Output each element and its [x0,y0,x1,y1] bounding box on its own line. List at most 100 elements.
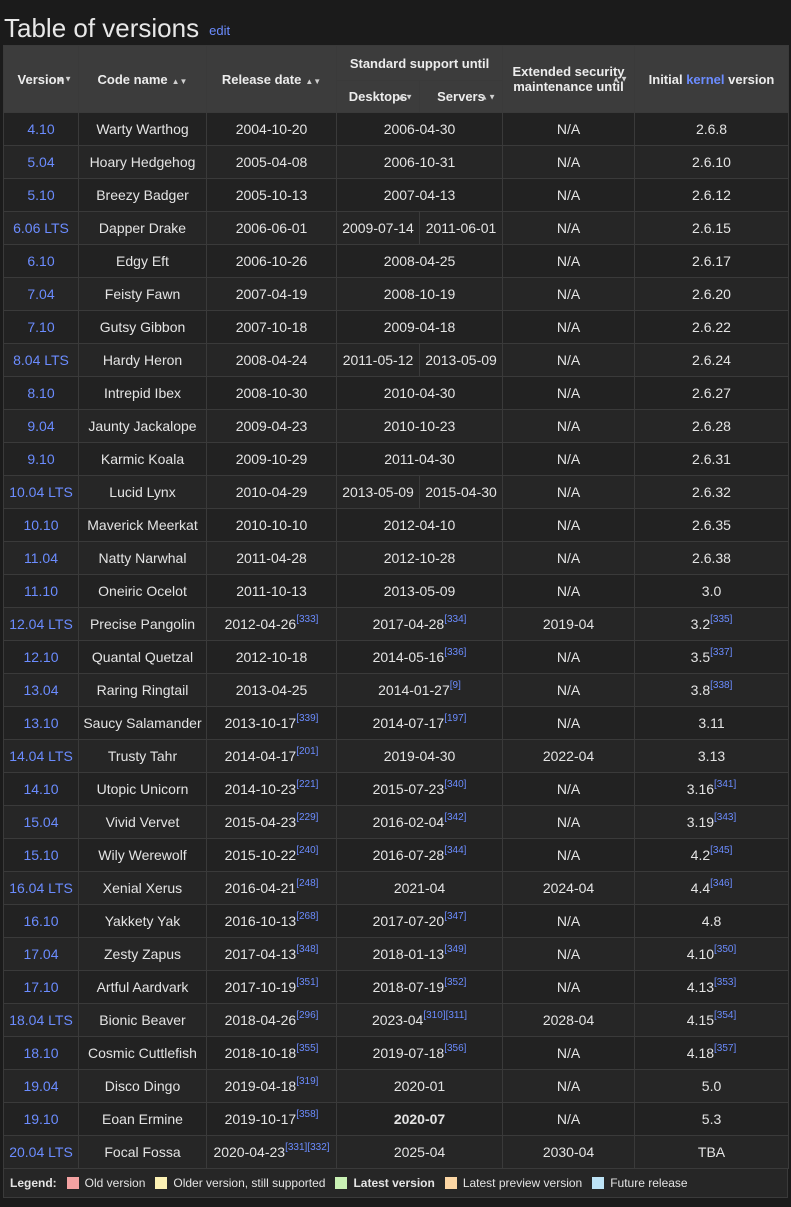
version-cell[interactable]: 6.10 [3,244,79,278]
version-cell[interactable]: 5.04 [3,145,79,179]
citation-link[interactable]: [229] [296,812,319,823]
citation-link[interactable]: [221] [296,779,319,790]
citation-link[interactable]: [347] [444,911,467,922]
esm-cell-text: 2022-04 [542,748,595,764]
citation-link[interactable]: [338] [710,680,733,691]
citation-link[interactable]: [334] [444,614,467,625]
version-cell[interactable]: 19.10 [3,1102,79,1136]
version-cell[interactable]: 16.04 LTS [3,871,79,905]
table-row: 14.10 Utopic Unicorn 2014-10-23[221] 2015-0… [3,772,790,806]
citation-link[interactable]: [356] [444,1043,467,1054]
citation-link[interactable]: [333] [296,614,319,625]
desktops-support-cell-text: 2011-05-12 [342,352,414,368]
version-cell[interactable]: 18.04 LTS [3,1003,79,1037]
citation-link[interactable]: [354] [714,1010,737,1021]
citation-link[interactable]: [296] [296,1010,319,1021]
citation-link[interactable]: [240] [296,845,319,856]
version-cell[interactable]: 6.06 LTS [3,211,79,245]
release-date-cell-text: 2010-10-10 [235,517,308,533]
citation-link[interactable]: [349] [444,944,467,955]
citation-link[interactable]: [310][311] [423,1010,468,1021]
release-date-cell-text: 2010-04-29 [235,484,308,500]
version-cell[interactable]: 17.10 [3,970,79,1004]
version-cell[interactable]: 13.10 [3,706,79,740]
citation-link[interactable]: [342] [444,812,467,823]
standard-support-cell-text: 2010-10-23 [383,418,456,434]
legend-swatch [444,1177,457,1189]
version-cell[interactable]: 10.04 LTS [3,475,79,509]
citation-link[interactable]: [343] [714,812,737,823]
version-cell[interactable]: 7.10 [3,310,79,344]
version-cell[interactable]: 14.04 LTS [3,739,79,773]
version-cell[interactable]: 8.04 LTS [3,343,79,377]
version-cell[interactable]: 10.10 [3,508,79,542]
citation-link[interactable]: [339] [296,713,319,724]
citation-link[interactable]: [331][332] [285,1142,330,1153]
citation-link[interactable]: [345] [710,845,733,856]
citation-link[interactable]: [350] [714,944,737,955]
esm-cell-text: N/A [556,682,581,698]
version-cell-text: 16.04 LTS [9,880,73,896]
header-release-date[interactable]: Release date ▲▼ [206,45,337,113]
version-cell[interactable]: 11.10 [3,574,79,608]
header-version[interactable]: Version ▲▼ [3,45,79,113]
edit-link[interactable]: edit [209,23,231,38]
version-cell[interactable]: 8.10 [3,376,79,410]
standard-support-cell: 2010-10-23 [335,409,504,443]
citation-link[interactable]: [346] [710,878,733,889]
version-cell[interactable]: 19.04 [3,1069,79,1103]
citation-link[interactable]: [357] [714,1043,737,1054]
citation-link[interactable]: [355] [296,1043,319,1054]
version-cell[interactable]: 15.10 [3,838,79,872]
citation-link[interactable]: [352] [444,977,467,988]
sort-arrows-icon: ▲▼ [480,92,497,101]
standard-support-cell-text: 2025-04 [393,1144,446,1160]
version-cell[interactable]: 20.04 LTS [3,1135,79,1169]
citation-link[interactable]: [344] [444,845,467,856]
header-codename-label: Code name [97,71,168,87]
codename-cell-text: Artful Aardvark [96,979,189,995]
standard-support-cell: 2018-07-19[352] [335,970,504,1004]
version-cell[interactable]: 7.04 [3,277,79,311]
version-cell[interactable]: 5.10 [3,178,79,212]
release-date-cell-text: 2008-04-24 [235,352,308,368]
citation-link[interactable]: [268] [296,911,319,922]
kernel-cell-text: 4.10 [686,946,715,962]
citation-link[interactable]: [337] [710,647,733,658]
citation-link[interactable]: [348] [296,944,319,955]
version-cell[interactable]: 9.04 [3,409,79,443]
citation-link[interactable]: [351] [296,977,319,988]
version-cell[interactable]: 17.04 [3,937,79,971]
citation-link[interactable]: [335] [710,614,733,625]
version-cell[interactable]: 4.10 [3,112,79,146]
version-cell[interactable]: 9.10 [3,442,79,476]
citation-link[interactable]: [201] [296,746,319,757]
esm-cell: 2024-04 [502,871,636,905]
version-cell[interactable]: 16.10 [3,904,79,938]
version-cell[interactable]: 12.04 LTS [3,607,79,641]
citation-link[interactable]: [336] [444,647,467,658]
standard-support-cell: 2008-04-25 [335,244,504,278]
citation-link[interactable]: [248] [296,878,319,889]
citation-link[interactable]: [197] [444,713,467,724]
version-cell[interactable]: 15.04 [3,805,79,839]
header-esm[interactable]: Extended security maintenance until ▲▼ [502,45,636,113]
header-servers[interactable]: Servers ▲▼ [418,80,504,113]
version-cell[interactable]: 12.10 [3,640,79,674]
header-kernel[interactable]: Initial kernel version [634,45,790,113]
release-date-cell-text: 2005-10-13 [235,187,308,203]
version-cell[interactable]: 11.04 [3,541,79,575]
version-cell[interactable]: 18.10 [3,1036,79,1070]
header-codename[interactable]: Code name ▲▼ [78,45,207,113]
version-cell[interactable]: 14.10 [3,772,79,806]
citation-link[interactable]: [358] [296,1109,319,1120]
citation-link[interactable]: [341] [714,779,737,790]
citation-link[interactable]: [319] [296,1076,319,1087]
citation-link[interactable]: [340] [444,779,467,790]
citation-link[interactable]: [9] [449,680,461,691]
legend-item-label: Latest version [353,1176,435,1190]
citation-link[interactable]: [353] [714,977,737,988]
version-cell[interactable]: 13.04 [3,673,79,707]
header-desktops[interactable]: Desktops ▲▼ [336,80,420,113]
kernel-link[interactable]: kernel [686,71,725,87]
